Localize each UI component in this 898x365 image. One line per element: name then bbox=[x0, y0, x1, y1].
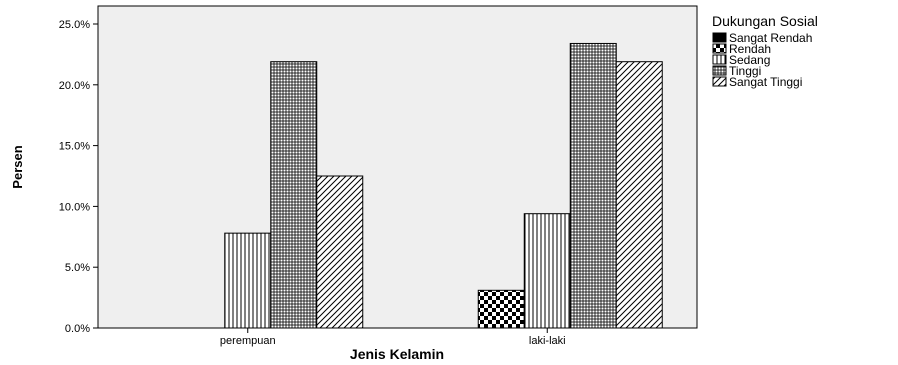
bar-sedang-laki-laki bbox=[523, 213, 571, 329]
bar-sedang-perempuan bbox=[224, 232, 272, 329]
legend-label-sedang: Sedang bbox=[729, 53, 770, 67]
x-tick-label: laki-laki bbox=[529, 335, 566, 347]
bar-tinggi-perempuan bbox=[270, 61, 318, 329]
bar-sangat-tinggi-perempuan bbox=[316, 175, 364, 329]
y-axis-title: Persen bbox=[10, 145, 25, 188]
y-tick-label: 10.0% bbox=[59, 201, 90, 213]
y-tick-label: 25.0% bbox=[59, 19, 90, 31]
x-axis-title: Jenis Kelamin bbox=[350, 346, 444, 362]
legend-label-sangat-tinggi: Sangat Tinggi bbox=[729, 75, 802, 89]
y-axis: 0.0% 5.0% 10.0% 15.0% 20.0% 25.0% bbox=[59, 19, 98, 335]
legend-swatch-sedang bbox=[712, 54, 727, 65]
legend-title: Dukungan Sosial bbox=[712, 13, 818, 29]
legend-label-rendah: Rendah bbox=[729, 42, 771, 56]
legend-label-tinggi: Tinggi bbox=[729, 64, 761, 78]
y-tick-label: 0.0% bbox=[65, 323, 90, 335]
y-tick-label: 20.0% bbox=[59, 80, 90, 92]
x-tick-label: perempuan bbox=[220, 335, 276, 347]
legend-label-sangat-rendah: Sangat Rendah bbox=[729, 31, 812, 45]
bars bbox=[132, 42, 663, 329]
legend-swatch-tinggi bbox=[712, 65, 727, 76]
legend: Dukungan Sosial Sangat RendahRendahSedan… bbox=[712, 13, 818, 89]
legend-swatch-sangat-tinggi bbox=[712, 76, 727, 87]
y-tick-label: 5.0% bbox=[65, 262, 90, 274]
bar-tinggi-laki-laki bbox=[569, 42, 617, 329]
y-tick-label: 15.0% bbox=[59, 141, 90, 153]
legend-swatch-sangat-rendah bbox=[712, 32, 727, 43]
legend-swatch-rendah bbox=[712, 43, 727, 54]
bar-rendah-laki-laki bbox=[477, 289, 525, 329]
x-axis: perempuan laki-laki bbox=[220, 328, 566, 347]
bar-sangat-tinggi-laki-laki bbox=[615, 61, 663, 329]
